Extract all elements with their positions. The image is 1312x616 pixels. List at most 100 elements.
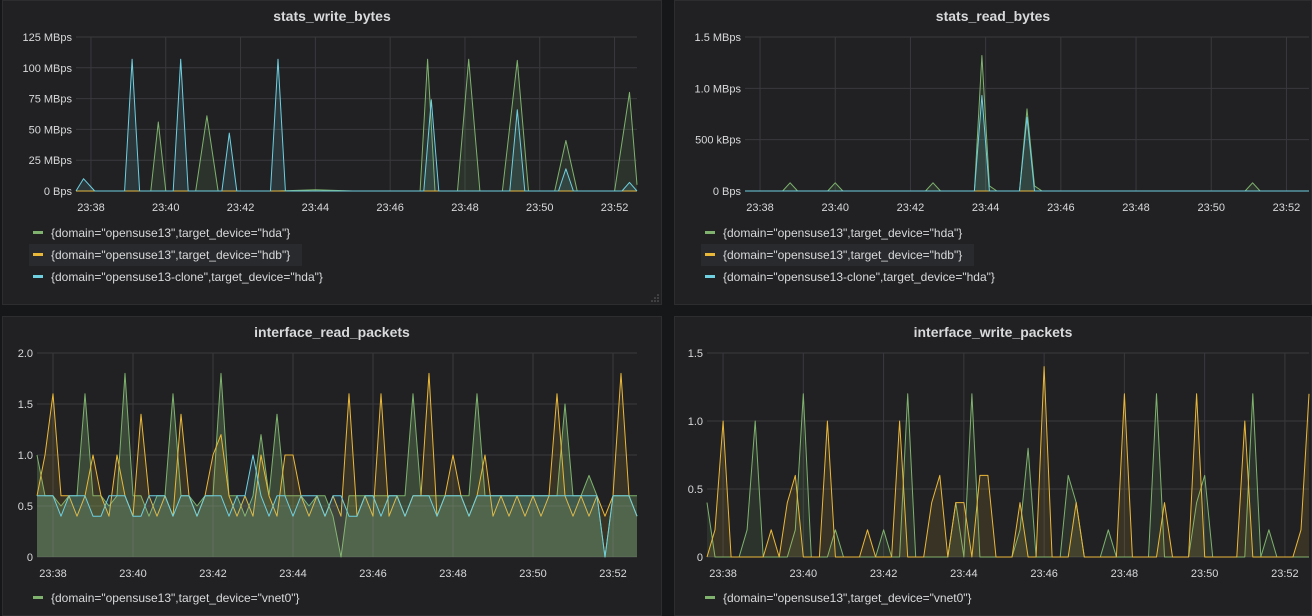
legend-label: {domain="opensuse13",target_device="hdb"… [51, 248, 291, 262]
panel-title[interactable]: stats_write_bytes [273, 8, 391, 24]
series-area [707, 366, 1309, 557]
x-tick-label: 23:48 [451, 202, 479, 214]
x-tick-label: 23:48 [1111, 568, 1139, 580]
stats-read-bytes-chart[interactable]: 0 Bps 500 kBps 1.0 MBps 1.5 MBps 23:38 23:40 2… [675, 1, 1312, 216]
series-area [76, 59, 637, 192]
y-tick-label: 125 MBps [22, 32, 72, 44]
legend-label: {domain="opensuse13",target_device="hda"… [723, 226, 963, 240]
series-area [745, 55, 1309, 191]
y-tick-label: 1.5 [18, 399, 33, 411]
legend-label: {domain="opensuse13",target_device="vnet… [723, 591, 972, 605]
y-tick-label: 75 MBps [29, 94, 73, 106]
x-tick-label: 23:44 [950, 568, 978, 580]
x-tick-label: 23:40 [119, 568, 147, 580]
resize-handle-icon[interactable] [651, 294, 659, 302]
y-tick-label: 1.0 MBps [695, 83, 742, 95]
panel-interface-read-packets[interactable]: interface_read_packets 0 0.5 1.0 1.5 2.0 23:3… [2, 316, 662, 616]
x-tick-label: 23:50 [1191, 568, 1219, 580]
legend-color-swatch [33, 596, 43, 600]
series-area [37, 373, 637, 557]
x-tick-label: 23:52 [599, 568, 627, 580]
legend-color-swatch [705, 275, 715, 279]
x-tick-label: 23:38 [709, 568, 737, 580]
x-tick-label: 23:42 [870, 568, 898, 580]
x-tick-label: 23:40 [152, 202, 180, 214]
y-tick-label: 100 MBps [22, 63, 72, 75]
y-tick-label: 1.0 [688, 416, 703, 428]
x-tick-label: 23:42 [199, 568, 227, 580]
x-tick-label: 23:40 [821, 202, 849, 214]
y-tick-label: 0 Bps [713, 186, 742, 198]
panel-title[interactable]: interface_read_packets [254, 324, 410, 340]
series-line[interactable] [37, 454, 638, 558]
legend: {domain="opensuse13",target_device="hda"… [701, 222, 1007, 288]
legend-item[interactable]: {domain="opensuse13-clone",target_device… [29, 266, 335, 288]
series-line[interactable] [706, 366, 1310, 558]
x-tick-label: 23:44 [972, 202, 1000, 214]
legend-color-swatch [33, 275, 43, 279]
series-area [745, 95, 1309, 191]
y-tick-label: 25 MBps [29, 155, 73, 167]
interface-write-packets-chart[interactable]: 0 0.5 1.0 1.5 23:38 23:40 23:42 23:44 23:46 23:48… [675, 317, 1312, 587]
legend: {domain="opensuse13",target_device="vnet… [29, 587, 312, 609]
x-tick-label: 23:48 [439, 568, 467, 580]
x-tick-label: 23:44 [279, 568, 307, 580]
x-tick-label: 23:38 [39, 568, 67, 580]
series-area [37, 455, 637, 557]
legend-label: {domain="opensuse13",target_device="hda"… [51, 226, 291, 240]
x-tick-label: 23:46 [1030, 568, 1058, 580]
stats-write-bytes-chart[interactable]: 0 Bps 25 MBps 50 MBps 75 MBps 100 MBps 125 MB… [3, 1, 662, 216]
x-tick-label: 23:46 [376, 202, 404, 214]
legend-label: {domain="opensuse13",target_device="vnet… [51, 591, 300, 605]
x-tick-label: 23:42 [227, 202, 255, 214]
legend-color-swatch [33, 253, 43, 257]
x-tick-label: 23:52 [601, 202, 629, 214]
panel-title[interactable]: interface_write_packets [913, 324, 1073, 340]
y-tick-label: 1.5 MBps [695, 32, 742, 44]
legend-item[interactable]: {domain="opensuse13",target_device="hdb"… [701, 244, 975, 266]
x-tick-label: 23:38 [77, 202, 105, 214]
legend: {domain="opensuse13",target_device="hda"… [29, 222, 335, 288]
y-tick-label: 0.5 [688, 484, 703, 496]
panel-stats-read-bytes[interactable]: stats_read_bytes 0 Bps 500 kBps 1.0 MBps 1.… [674, 0, 1312, 305]
x-tick-label: 23:46 [359, 568, 387, 580]
legend-item[interactable]: {domain="opensuse13",target_device="vnet… [29, 587, 312, 609]
legend-color-swatch [33, 231, 43, 235]
series-line[interactable] [745, 95, 1309, 192]
interface-read-packets-chart[interactable]: 0 0.5 1.0 1.5 2.0 23:38 23:40 23:42 23:44 23:46 23… [3, 317, 662, 587]
legend-item[interactable]: {domain="opensuse13",target_device="hda"… [701, 222, 1007, 244]
x-tick-label: 23:50 [526, 202, 554, 214]
y-tick-label: 0 Bps [44, 186, 73, 198]
y-tick-label: 50 MBps [29, 124, 73, 136]
panel-stats-write-bytes[interactable]: stats_write_bytes 0 Bps 25 MBps 50 MBps 75 … [2, 0, 662, 305]
y-tick-label: 500 kBps [695, 135, 741, 147]
series-area [37, 373, 637, 557]
x-tick-label: 23:50 [519, 568, 547, 580]
series-area [76, 59, 637, 192]
series-line[interactable] [36, 372, 638, 517]
legend-label: {domain="opensuse13-clone",target_device… [723, 270, 995, 284]
legend-item[interactable]: {domain="opensuse13",target_device="hdb"… [29, 244, 303, 266]
legend-color-swatch [705, 231, 715, 235]
x-tick-label: 23:44 [302, 202, 330, 214]
legend-color-swatch [705, 253, 715, 257]
y-tick-label: 0 [27, 552, 33, 564]
y-tick-label: 0 [697, 552, 703, 564]
legend-label: {domain="opensuse13-clone",target_device… [51, 270, 323, 284]
panel-interface-write-packets[interactable]: interface_write_packets 0 0.5 1.0 1.5 23:38 2… [674, 316, 1312, 616]
y-tick-label: 2.0 [18, 348, 33, 360]
x-tick-label: 23:42 [897, 202, 925, 214]
y-tick-label: 1.5 [688, 348, 703, 360]
legend-item[interactable]: {domain="opensuse13",target_device="vnet… [701, 587, 984, 609]
series-area [707, 393, 1309, 557]
x-tick-label: 23:46 [1047, 202, 1075, 214]
x-tick-label: 23:52 [1271, 568, 1299, 580]
legend-label: {domain="opensuse13",target_device="hdb"… [723, 248, 963, 262]
panel-title[interactable]: stats_read_bytes [935, 8, 1051, 24]
legend-item[interactable]: {domain="opensuse13",target_device="hda"… [29, 222, 335, 244]
legend-item[interactable]: {domain="opensuse13-clone",target_device… [701, 266, 1007, 288]
legend-color-swatch [705, 596, 715, 600]
y-tick-label: 1.0 [18, 450, 33, 462]
x-tick-label: 23:52 [1273, 202, 1301, 214]
series-line[interactable] [75, 58, 638, 192]
